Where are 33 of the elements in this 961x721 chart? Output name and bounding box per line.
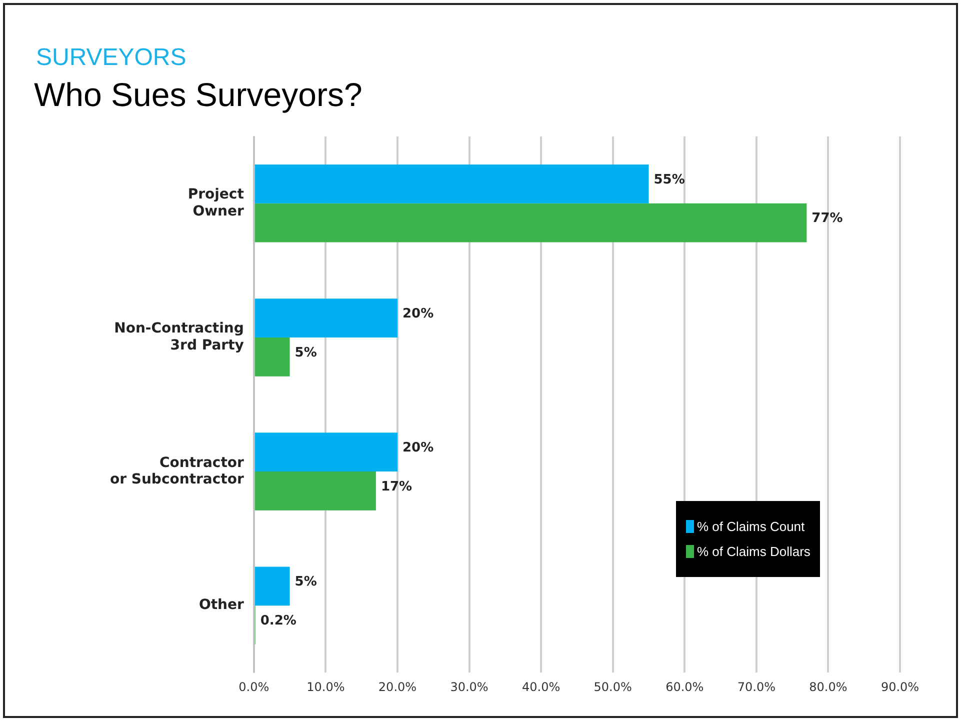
data-label: 77% [812,211,843,226]
bar [254,298,398,338]
data-label: 17% [380,479,412,494]
x-tick-label: 50.0% [594,680,632,694]
y-tick-label: Other [198,597,244,614]
x-tick-label: 20.0% [378,680,417,694]
y-tick-label: Contractor or Subcontractor [110,454,244,488]
x-tick-label: 90.0% [880,680,920,694]
y-tick-label: Project Owner [188,186,244,220]
data-label: 55% [654,172,685,188]
bar [254,337,290,376]
bar [254,566,290,606]
data-label: 5% [294,345,317,360]
x-tick-label: 10.0% [306,680,345,694]
bar [254,164,649,204]
bar [254,203,807,242]
x-tick-label: 60.0% [666,680,704,694]
chart-title: Who Sues Surveyors? [34,76,362,114]
bar [254,432,398,472]
x-tick-label: 30.0% [450,680,488,694]
bar [254,472,376,510]
legend-label: % of Claims Dollars [697,544,810,560]
data-label: 20% [402,440,434,456]
legend-label: % of Claims Count [697,519,805,534]
data-label: 0.2% [260,613,296,628]
x-tick-label: 70.0% [737,680,776,694]
x-tick-label: 40.0% [522,680,560,694]
x-tick-label: 0.0% [238,680,270,694]
data-label: 20% [402,306,434,322]
x-tick-label: 80.0% [809,680,848,694]
y-tick-label: Non-Contracting 3rd Party [114,320,244,354]
data-label: 5% [294,574,317,590]
chart-subtitle: SURVEYORS [36,44,186,72]
